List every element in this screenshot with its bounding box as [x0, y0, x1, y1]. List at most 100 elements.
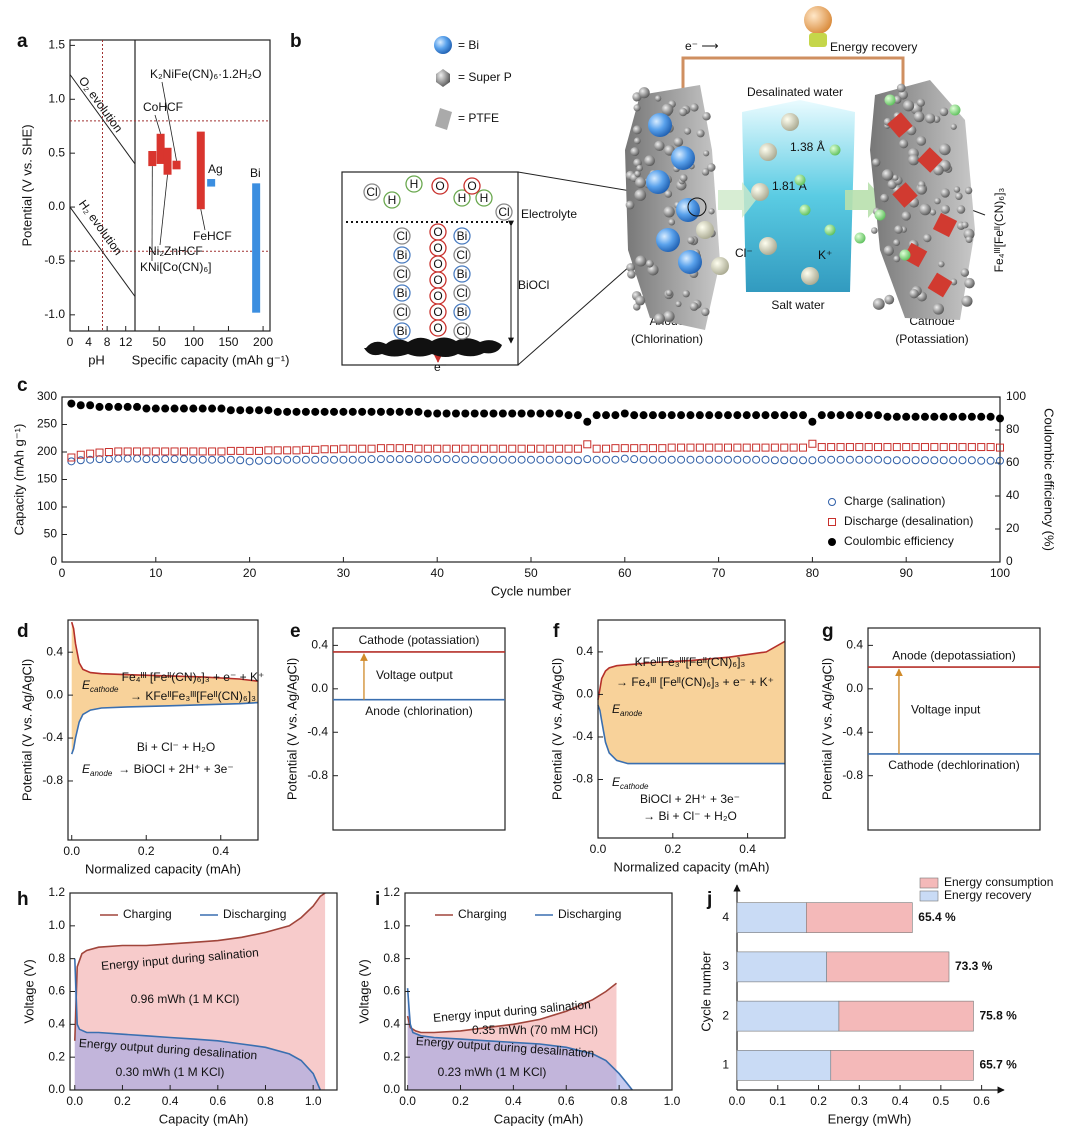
super-p [916, 98, 925, 107]
bi-particle [648, 113, 672, 137]
prussian-cube [927, 272, 953, 298]
marker [301, 445, 310, 454]
marker [939, 412, 948, 421]
marker [752, 455, 761, 464]
marker [226, 446, 235, 455]
marker [527, 455, 535, 464]
atom-label: Bi [457, 305, 468, 319]
y-tick-label: 0.4 [846, 638, 863, 652]
super-p [964, 186, 973, 195]
atom-label: Cl [456, 324, 467, 338]
super-p [950, 278, 958, 286]
marker [733, 455, 742, 464]
marker [723, 443, 732, 452]
curve [597, 640, 786, 700]
marker [620, 409, 629, 418]
marker [273, 456, 282, 465]
level-label: Anode (depotassiation) [892, 648, 1015, 662]
bar-label: 75.8 % [979, 1008, 1017, 1022]
marker [902, 443, 911, 452]
x-tick-label: 60 [618, 566, 632, 580]
atom-label: O [433, 289, 442, 303]
marker [208, 447, 217, 456]
marker [517, 409, 526, 418]
prussian-cube [917, 147, 943, 173]
super-p [916, 135, 927, 146]
legend-label: = Bi [458, 38, 479, 52]
inset-label: Electrolyte [521, 207, 577, 221]
plot-frame [69, 39, 271, 332]
marker [339, 455, 348, 464]
super-p [939, 107, 949, 117]
marker [658, 411, 667, 420]
y-tick-label: -0.8 [307, 768, 328, 782]
y-tick-label: 0 [50, 554, 57, 568]
marker [86, 401, 95, 410]
marker [283, 455, 292, 464]
marker [339, 407, 348, 416]
marker [367, 407, 376, 416]
black-carbon [364, 337, 502, 357]
marker [864, 443, 873, 452]
label-main: E [82, 678, 91, 692]
marker [76, 401, 85, 410]
marker [489, 444, 498, 453]
marker [405, 407, 414, 416]
y-tick-label: 0.0 [48, 199, 65, 213]
marker [723, 411, 732, 420]
axis-title: Capacity (mAh) [159, 1111, 249, 1126]
bar-label: K₂NiFe(CN)₆·1.2H₂O [150, 67, 262, 81]
super-p [663, 206, 675, 218]
marker [123, 402, 132, 411]
marker [620, 454, 629, 463]
atom-label: Bi [457, 267, 468, 281]
marker [648, 455, 657, 464]
x-tick-label: 0.0 [590, 842, 607, 856]
marker [330, 407, 339, 416]
super-p [940, 188, 950, 198]
atom [453, 189, 471, 207]
marker [198, 455, 207, 464]
marker [648, 444, 657, 453]
range-bar [172, 160, 181, 170]
marker [367, 444, 376, 453]
y-tick-label: 0.0 [48, 1082, 65, 1096]
x-tick-label: 0.2 [810, 1094, 827, 1108]
marker [677, 455, 686, 464]
super-p [953, 186, 961, 193]
marker [564, 411, 573, 420]
atom [431, 177, 449, 195]
super-p [917, 185, 927, 195]
label-main: E [82, 762, 91, 776]
super-p [687, 236, 695, 245]
line-label: O₂ evolution [76, 74, 126, 135]
marker [376, 455, 385, 464]
label-sub: anode [90, 769, 113, 778]
marker [583, 440, 592, 449]
reaction: → KFeᴵᴵFe₃ᴵᴵᴵ[Feᴵᴵ(CN)₆]₃ [130, 689, 256, 703]
marker [939, 443, 948, 452]
x-tick-label: 100 [990, 566, 1010, 580]
atom [453, 284, 471, 302]
plot-frame [332, 627, 506, 831]
marker [592, 411, 601, 420]
marker [564, 456, 573, 465]
potassium-ion [824, 224, 836, 236]
marker [217, 455, 226, 464]
reaction: Fe₄ᴵᴵᴵ [Feᴵᴵ(CN)₆]₃ + e⁻ + K⁺ [122, 670, 265, 684]
y-tick-label: 0.0 [846, 681, 863, 695]
marker [527, 444, 535, 453]
marker [470, 455, 479, 464]
atom [429, 319, 447, 337]
marker [742, 443, 751, 452]
bar-label: FeHCF [193, 229, 232, 243]
marker [911, 443, 920, 452]
marker [611, 444, 620, 453]
distance-label: 1.38 Å [790, 139, 825, 154]
marker [245, 406, 254, 415]
potassium-ion [794, 174, 806, 186]
marker [170, 455, 179, 464]
marker [179, 404, 188, 413]
super-p [644, 155, 655, 167]
super-p [909, 288, 919, 299]
